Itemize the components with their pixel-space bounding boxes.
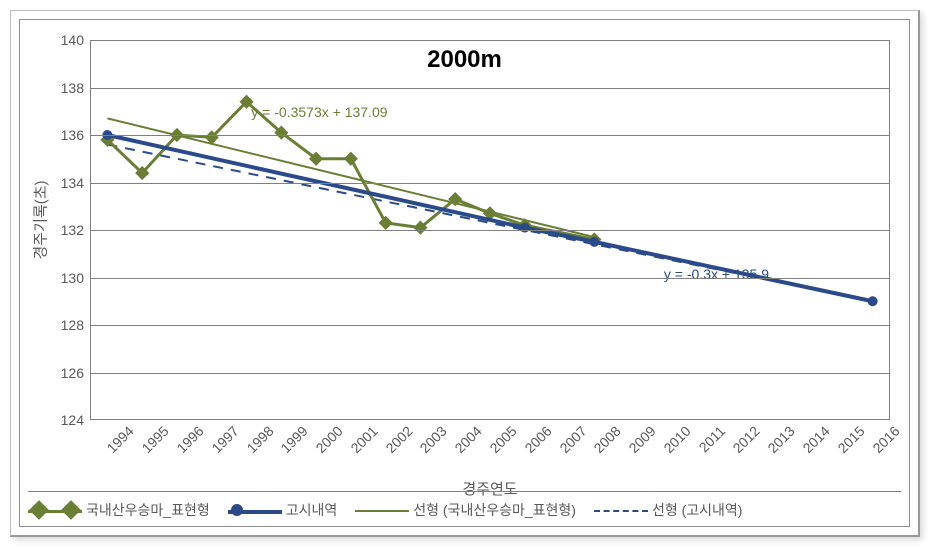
trend-equation-domestic: y = -0.3573x + 137.09 — [251, 104, 387, 120]
x-tick-label: 2014 — [797, 420, 833, 456]
trend-equation-official: y = -0.3x + 135.9 — [664, 266, 769, 282]
x-tick-label: 2002 — [379, 420, 415, 456]
x-tick-label: 1998 — [240, 420, 276, 456]
gridline — [90, 278, 890, 279]
gridline — [90, 135, 890, 136]
x-tick-label: 2008 — [588, 420, 624, 456]
legend-label-trend-domestic: 선형 (국내산우승마_표현형) — [413, 500, 576, 520]
x-tick-label: 2015 — [831, 420, 867, 456]
legend-item-domestic: 국내산우승마_표현형 — [28, 500, 210, 520]
legend-swatch-official — [228, 501, 282, 519]
x-tick-label: 2004 — [449, 420, 485, 456]
legend-item-trend-official: 선형 (고시내역) — [594, 500, 743, 520]
legend-label-trend-official: 선형 (고시내역) — [652, 500, 743, 520]
y-tick-label: 128 — [61, 317, 90, 333]
gridline — [90, 325, 890, 326]
legend-item-official: 고시내역 — [228, 500, 338, 520]
chart-inner-frame: 2000m 경주기록(초) 경주연도 y = -0.3573x + 137.09… — [19, 19, 910, 527]
x-tick-label: 2012 — [727, 420, 763, 456]
legend-label-domestic: 국내산우승마_표현형 — [86, 500, 210, 520]
y-tick-label: 132 — [61, 222, 90, 238]
x-tick-label: 1996 — [171, 420, 207, 456]
x-tick-label: 2009 — [623, 420, 659, 456]
plot-area: y = -0.3573x + 137.09 y = -0.3x + 135.9 … — [90, 40, 890, 420]
gridline — [90, 373, 890, 374]
y-tick-label: 140 — [61, 32, 90, 48]
y-tick-label: 136 — [61, 127, 90, 143]
y-tick-label: 130 — [61, 270, 90, 286]
legend-swatch-domestic — [28, 501, 82, 519]
x-tick-label: 1995 — [136, 420, 172, 456]
gridline — [90, 183, 890, 184]
x-tick-label: 2005 — [484, 420, 520, 456]
x-tick-label: 2000 — [310, 420, 346, 456]
x-tick-label: 2003 — [414, 420, 450, 456]
gridline — [90, 230, 890, 231]
y-tick-label: 124 — [61, 412, 90, 428]
x-tick-label: 2007 — [553, 420, 589, 456]
x-tick-label: 2010 — [657, 420, 693, 456]
legend-label-official: 고시내역 — [286, 500, 338, 520]
x-tick-label: 1994 — [101, 420, 137, 456]
y-tick-label: 126 — [61, 365, 90, 381]
gridline — [90, 88, 890, 89]
legend-swatch-trend-domestic — [355, 501, 409, 519]
legend-swatch-trend-official — [594, 501, 648, 519]
x-tick-label: 2001 — [344, 420, 380, 456]
x-tick-label: 2011 — [692, 420, 727, 455]
x-tick-label: 2006 — [518, 420, 554, 456]
x-tick-label: 2013 — [762, 420, 798, 456]
chart-outer-frame: 2000m 경주기록(초) 경주연도 y = -0.3573x + 137.09… — [10, 10, 920, 537]
y-tick-label: 134 — [61, 175, 90, 191]
x-tick-label: 1997 — [205, 420, 241, 456]
y-tick-label: 138 — [61, 80, 90, 96]
y-axis-title: 경주기록(초) — [30, 181, 51, 260]
x-tick-label: 2016 — [866, 420, 902, 456]
legend-item-trend-domestic: 선형 (국내산우승마_표현형) — [355, 500, 576, 520]
legend: 국내산우승마_표현형 고시내역 선형 (국내산우승마_표현형) 선형 (고시내역… — [28, 491, 901, 520]
x-tick-label: 1999 — [275, 420, 311, 456]
